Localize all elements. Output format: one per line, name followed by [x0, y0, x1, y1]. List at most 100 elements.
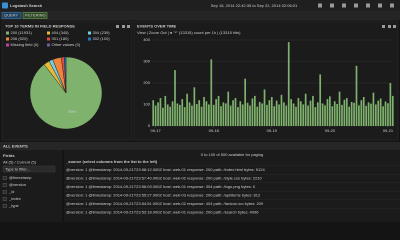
bar[interactable] — [329, 96, 331, 126]
bar[interactable] — [382, 106, 384, 126]
bar[interactable] — [205, 101, 208, 126]
bar[interactable] — [188, 102, 191, 126]
field-checkbox[interactable] — [2, 189, 7, 194]
bar[interactable] — [389, 83, 392, 126]
bar[interactable] — [299, 101, 302, 126]
bar[interactable] — [220, 106, 222, 126]
field-checkbox[interactable] — [2, 196, 7, 201]
bar[interactable] — [237, 107, 239, 126]
field-name[interactable]: _type — [8, 203, 20, 208]
bar[interactable] — [312, 95, 314, 126]
bar[interactable] — [251, 98, 254, 126]
legend-label[interactable]: 206 (520) — [11, 36, 29, 41]
bar[interactable] — [217, 95, 220, 126]
bar[interactable] — [176, 103, 179, 126]
bar[interactable] — [353, 102, 355, 126]
bar[interactable] — [157, 102, 159, 126]
field-name[interactable]: @version — [9, 182, 26, 187]
filtering-label[interactable]: FILTERING — [25, 13, 46, 18]
bar[interactable] — [343, 99, 346, 126]
bar[interactable] — [229, 105, 232, 126]
bar[interactable] — [372, 92, 375, 126]
bar[interactable] — [164, 95, 167, 126]
bar[interactable] — [200, 106, 203, 126]
bar[interactable] — [307, 105, 309, 126]
bar[interactable] — [246, 102, 249, 126]
bar[interactable] — [263, 89, 266, 126]
panel-icons[interactable] — [382, 25, 396, 28]
field-checkbox[interactable] — [2, 175, 7, 180]
legend-label[interactable]: 304 (239) — [93, 30, 111, 35]
bar[interactable] — [375, 104, 377, 127]
event-row[interactable]: @version: 1 @timestamp: 2014-09-21T23:54… — [66, 201, 264, 206]
bar[interactable] — [314, 107, 317, 126]
bar[interactable] — [234, 98, 237, 126]
bar[interactable] — [324, 105, 326, 126]
bar[interactable] — [224, 103, 227, 126]
bar[interactable] — [181, 99, 184, 126]
bar[interactable] — [162, 107, 164, 126]
field-checkbox[interactable] — [2, 182, 7, 187]
bar[interactable] — [249, 105, 251, 126]
column-header[interactable]: _source (select columns from the list to… — [65, 159, 158, 164]
bar[interactable] — [283, 102, 285, 126]
bar[interactable] — [387, 103, 389, 126]
bar[interactable] — [191, 105, 193, 126]
field-name[interactable]: _index — [8, 196, 21, 201]
bar[interactable] — [316, 102, 319, 126]
bar[interactable] — [273, 106, 276, 126]
bar[interactable] — [336, 104, 338, 126]
time-range[interactable]: Sep 16, 2014 22:42:35 to Sep 22, 2014 02… — [211, 3, 298, 8]
bar[interactable] — [159, 98, 162, 126]
bar[interactable] — [186, 93, 188, 126]
bar[interactable] — [355, 65, 358, 126]
query-label[interactable]: QUERY — [4, 13, 18, 18]
bar[interactable] — [215, 99, 217, 126]
event-row[interactable]: @version: 1 @timestamp: 2014-09-21T23:56… — [66, 184, 256, 189]
bar[interactable] — [193, 87, 196, 126]
bar[interactable] — [232, 100, 234, 126]
fields-mode[interactable]: All (5) / Current (5) — [3, 160, 37, 165]
legend-label[interactable]: Other values (0) — [52, 42, 81, 47]
bar[interactable] — [384, 101, 387, 126]
bar[interactable] — [256, 106, 259, 126]
bar[interactable] — [285, 105, 288, 126]
bar[interactable] — [345, 98, 348, 126]
bar[interactable] — [210, 59, 213, 126]
bar[interactable] — [203, 96, 205, 126]
bar[interactable] — [370, 103, 372, 126]
bar[interactable] — [212, 104, 215, 126]
bar[interactable] — [183, 107, 186, 126]
bar[interactable] — [309, 100, 312, 126]
legend-label[interactable]: 301 (180) — [52, 36, 70, 41]
filtering-button[interactable] — [22, 12, 48, 19]
bar[interactable] — [152, 100, 155, 126]
field-name[interactable]: @timestamp — [9, 175, 32, 180]
bar[interactable] — [362, 96, 365, 126]
bar[interactable] — [321, 103, 324, 126]
bar[interactable] — [169, 106, 171, 126]
bar[interactable] — [379, 98, 382, 126]
query-button[interactable] — [1, 12, 22, 19]
bar[interactable] — [178, 104, 181, 126]
bar[interactable] — [278, 104, 280, 127]
bar[interactable] — [290, 99, 292, 126]
bar[interactable] — [302, 104, 305, 127]
bar[interactable] — [280, 94, 283, 126]
bar[interactable] — [292, 103, 295, 126]
field-filter-input[interactable] — [2, 165, 56, 173]
legend-label[interactable]: Missing field (0) — [11, 42, 40, 47]
bar[interactable] — [326, 99, 329, 126]
bar[interactable] — [377, 100, 380, 126]
event-row[interactable]: @version: 1 @timestamp: 2014-09-21T23:53… — [66, 210, 259, 215]
bar[interactable] — [358, 105, 360, 126]
legend-label[interactable]: 404 (345) — [52, 30, 70, 35]
bar[interactable] — [304, 93, 307, 126]
bar[interactable] — [154, 105, 157, 126]
bar[interactable] — [333, 101, 336, 126]
bar[interactable] — [350, 101, 353, 126]
bar[interactable] — [297, 98, 300, 126]
nav-icons[interactable] — [318, 3, 394, 8]
panel-icons[interactable] — [116, 25, 130, 28]
bar[interactable] — [270, 96, 273, 126]
